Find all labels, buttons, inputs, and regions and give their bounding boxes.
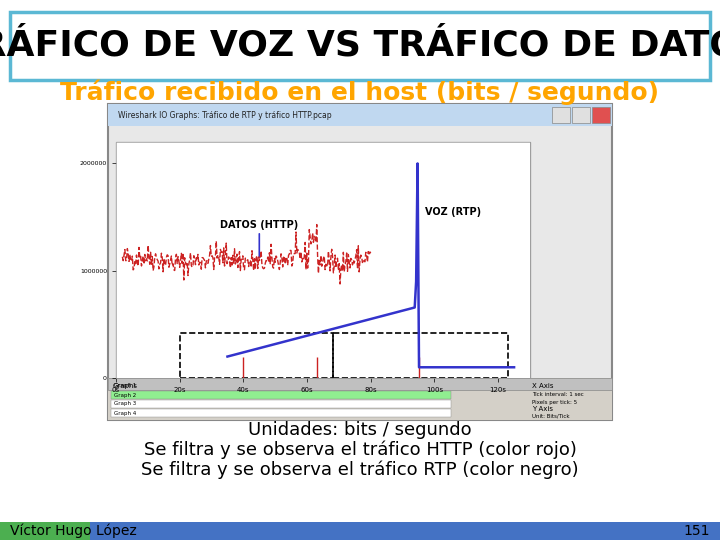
FancyBboxPatch shape <box>108 378 612 420</box>
FancyBboxPatch shape <box>111 391 451 399</box>
Text: Graph 4: Graph 4 <box>114 410 136 415</box>
FancyBboxPatch shape <box>111 400 451 408</box>
Text: Pixels per tick: 5: Pixels per tick: 5 <box>532 400 577 405</box>
Text: X Axis: X Axis <box>532 383 554 389</box>
Text: Wireshark IO Graphs: Tráfico de RTP y tráfico HTTP.pcap: Wireshark IO Graphs: Tráfico de RTP y tr… <box>118 111 332 119</box>
Text: Graph 1: Graph 1 <box>114 383 136 388</box>
Bar <box>333 333 508 378</box>
Text: Tick interval: 1 sec: Tick interval: 1 sec <box>532 392 584 397</box>
Text: TRÁFICO DE VOZ VS TRÁFICO DE DATOS: TRÁFICO DE VOZ VS TRÁFICO DE DATOS <box>0 29 720 63</box>
FancyBboxPatch shape <box>108 104 612 126</box>
FancyBboxPatch shape <box>552 107 570 123</box>
Text: Y Axis: Y Axis <box>532 406 553 412</box>
Text: Se filtra y se observa el tráfico RTP (color negro): Se filtra y se observa el tráfico RTP (c… <box>141 461 579 480</box>
Text: Se filtra y se observa el tráfico HTTP (color rojo): Se filtra y se observa el tráfico HTTP (… <box>143 441 577 459</box>
FancyBboxPatch shape <box>111 382 451 390</box>
Text: Graph 2: Graph 2 <box>114 393 136 397</box>
FancyBboxPatch shape <box>592 107 610 123</box>
Text: Unidades: bits / segundo: Unidades: bits / segundo <box>248 421 472 439</box>
FancyBboxPatch shape <box>90 522 720 540</box>
FancyBboxPatch shape <box>108 104 612 420</box>
Text: Víctor Hugo López: Víctor Hugo López <box>10 524 137 538</box>
FancyBboxPatch shape <box>108 378 612 390</box>
Text: 151: 151 <box>683 524 710 538</box>
Text: Tráfico recibido en el host (bits / segundo): Tráfico recibido en el host (bits / segu… <box>60 79 660 105</box>
FancyBboxPatch shape <box>116 142 530 378</box>
FancyBboxPatch shape <box>10 12 710 80</box>
Text: Unit: Bits/Tick: Unit: Bits/Tick <box>532 414 570 419</box>
FancyBboxPatch shape <box>111 409 451 417</box>
Text: VOZ (RTP): VOZ (RTP) <box>425 207 481 217</box>
Text: Graphs: Graphs <box>113 383 138 389</box>
Text: Graph 3: Graph 3 <box>114 402 136 407</box>
Text: DATOS (HTTP): DATOS (HTTP) <box>220 220 298 230</box>
Bar <box>180 333 333 378</box>
FancyBboxPatch shape <box>0 522 90 540</box>
FancyBboxPatch shape <box>572 107 590 123</box>
